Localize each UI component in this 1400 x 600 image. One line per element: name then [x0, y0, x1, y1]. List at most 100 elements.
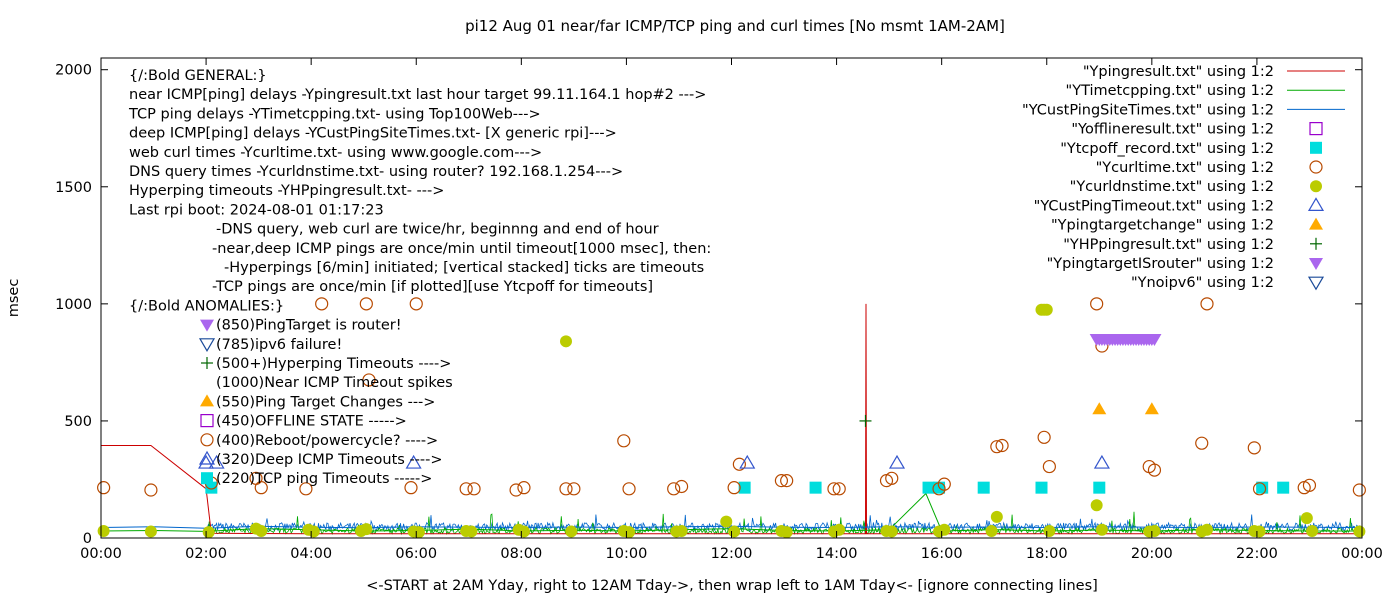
data-point: [517, 525, 530, 538]
legend-entry: "Ycurldnstime.txt" using 1:2: [1070, 179, 1274, 195]
x-tick-label: 14:00: [816, 546, 858, 562]
data-point: [720, 515, 733, 528]
data-point: [1253, 525, 1266, 538]
legend-swatch: [1307, 276, 1325, 291]
data-point: [1302, 478, 1317, 492]
data-point: [938, 523, 951, 536]
data-point: [559, 335, 572, 348]
y-tick-label: 2000: [55, 63, 92, 79]
legend-swatch: [1310, 237, 1322, 250]
annotation-marker: [201, 472, 213, 485]
legend-entry: "YHPpingresult.txt" using 1:2: [1063, 237, 1274, 253]
data-point: [144, 525, 157, 538]
data-point: [622, 482, 636, 496]
annotation-line: (785)ipv6 failure!: [216, 337, 342, 353]
legend-swatch: [1309, 160, 1323, 174]
data-point: [205, 481, 218, 494]
data-point: [675, 524, 688, 537]
annotation-line: -TCP pings are once/min [if plotted][use…: [212, 279, 653, 295]
y-tick-label: 1500: [55, 180, 92, 196]
data-point: [1247, 441, 1261, 455]
annotation-line: Hyperping timeouts -YHPpingresult.txt- -…: [129, 183, 444, 199]
annotation-line: (850)PingTarget is router!: [216, 318, 402, 334]
legend: "Ypingresult.txt" using 1:2 "YTimetcpping…: [1022, 64, 1345, 291]
series-7: [198, 454, 1110, 469]
data-point: [739, 454, 756, 469]
series-line: [100, 492, 1362, 532]
annotation-line: {/:Bold GENERAL:}: [129, 68, 267, 84]
legend-swatch: [1307, 197, 1325, 211]
annotation-line: (320)Deep ICMP Timeouts ---->: [216, 452, 443, 468]
y-axis-label: msec: [6, 279, 22, 318]
x-tick-label: 22:00: [1236, 546, 1278, 562]
x-tick-label: 06:00: [395, 546, 437, 562]
annotation-marker: [200, 319, 214, 332]
x-tick-label: 08:00: [500, 546, 542, 562]
data-point: [1090, 297, 1104, 311]
annotation-marker: [200, 394, 214, 407]
data-point: [833, 523, 846, 536]
data-point: [1201, 523, 1214, 536]
data-point: [1300, 512, 1313, 525]
data-point: [198, 454, 215, 469]
data-point: [1144, 402, 1159, 415]
annotation-line: (1000)Near ICMP Timeout spikes: [216, 375, 453, 391]
legend-entry: "YCustPingSiteTimes.txt" using 1:2: [1022, 102, 1274, 118]
data-point: [1035, 481, 1048, 494]
data-point: [359, 297, 373, 311]
annotation-line: (450)OFFLINE STATE ----->: [216, 414, 407, 430]
axis-ticks: 00:00 02:00 04:00 06:00 08:00 10:00 12:00 14:00…: [55, 58, 1383, 562]
data-point: [977, 481, 990, 494]
data-point: [885, 471, 899, 485]
series-1: [100, 492, 1362, 532]
data-point: [985, 524, 998, 537]
data-point: [732, 457, 746, 471]
annotation-block: {/:Bold GENERAL:} near ICMP[ping] delays …: [128, 68, 711, 487]
annotation-line: {/:Bold ANOMALIES:}: [129, 298, 284, 314]
legend-swatch: [1310, 141, 1322, 154]
data-point: [509, 483, 523, 497]
data-point: [780, 474, 794, 488]
data-point: [517, 481, 531, 495]
x-axis-label: <-START at 2AM Yday, right to 12AM Tday-…: [366, 578, 1098, 594]
data-point: [1195, 436, 1209, 450]
annotation-line: -Hyperpings [6/min] initiated; [vertical…: [224, 260, 704, 276]
data-point: [144, 483, 158, 497]
data-point: [1277, 481, 1290, 494]
legend-entry: "Ytcpoff_record.txt" using 1:2: [1060, 141, 1274, 157]
legend-entry: "Ypingresult.txt" using 1:2: [1083, 64, 1274, 80]
data-point: [859, 414, 872, 427]
deep-ping-noise: [205, 514, 1363, 533]
annotation-line: (550)Ping Target Changes --->: [216, 394, 435, 410]
data-point: [1092, 402, 1107, 415]
legend-swatch: [1310, 180, 1322, 193]
data-point: [1042, 459, 1056, 474]
annotation-line: -DNS query, web curl are twice/hr, begin…: [216, 222, 659, 238]
data-point: [832, 482, 846, 496]
data-point: [1095, 523, 1108, 536]
x-tick-label: 02:00: [185, 546, 227, 562]
y-tick-label: 1000: [55, 297, 92, 313]
data-point: [990, 440, 1004, 454]
data-point: [990, 510, 1003, 523]
legend-swatch: [1309, 121, 1323, 136]
legend-entry: "Yofflineresult.txt" using 1:2: [1071, 122, 1274, 138]
data-point: [362, 373, 376, 387]
annotation-line: -near,deep ICMP pings are once/min until…: [212, 241, 711, 257]
data-point: [1352, 483, 1366, 497]
x-tick-label: 16:00: [921, 546, 963, 562]
series-9: [859, 414, 872, 427]
data-point: [617, 434, 631, 448]
data-point: [623, 526, 636, 539]
data-point: [922, 481, 935, 494]
data-point: [1043, 524, 1056, 537]
x-tick-label: 20:00: [1131, 546, 1173, 562]
series-4: [205, 481, 1290, 494]
data-point: [202, 526, 215, 539]
x-tick-label: 12:00: [711, 546, 753, 562]
data-point: [937, 477, 951, 491]
data-point: [1147, 333, 1162, 346]
data-point: [995, 438, 1009, 453]
data-point: [255, 524, 268, 537]
annotation-marker: [200, 414, 214, 428]
